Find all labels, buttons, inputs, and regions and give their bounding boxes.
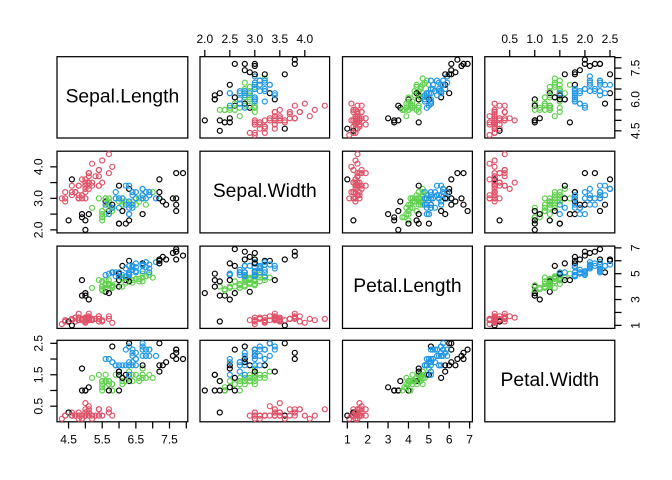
svg-text:5.5: 5.5 <box>94 432 111 446</box>
svg-text:0.5: 0.5 <box>501 32 518 46</box>
svg-text:3.0: 3.0 <box>246 32 263 46</box>
svg-text:3: 3 <box>385 432 392 446</box>
svg-text:4.5: 4.5 <box>628 122 642 139</box>
svg-text:2.0: 2.0 <box>31 221 45 238</box>
svg-text:1.5: 1.5 <box>551 32 568 46</box>
svg-text:1.5: 1.5 <box>31 366 45 383</box>
svg-text:2.5: 2.5 <box>31 335 45 352</box>
svg-text:1: 1 <box>344 432 351 446</box>
svg-text:Petal.Width: Petal.Width <box>501 370 600 391</box>
svg-text:5: 5 <box>426 432 433 446</box>
svg-text:7: 7 <box>466 432 473 446</box>
svg-text:3.5: 3.5 <box>271 32 288 46</box>
svg-text:3.0: 3.0 <box>31 190 45 207</box>
svg-text:3: 3 <box>628 296 642 303</box>
svg-text:2.0: 2.0 <box>577 32 594 46</box>
svg-text:7: 7 <box>628 244 642 251</box>
svg-text:6: 6 <box>446 432 453 446</box>
svg-text:5: 5 <box>628 270 642 277</box>
svg-text:4.0: 4.0 <box>31 158 45 175</box>
svg-text:2: 2 <box>364 432 371 446</box>
svg-text:2.0: 2.0 <box>196 32 213 46</box>
svg-text:0.5: 0.5 <box>31 398 45 415</box>
svg-text:2.5: 2.5 <box>221 32 238 46</box>
svg-text:2.5: 2.5 <box>602 32 619 46</box>
svg-text:6.0: 6.0 <box>628 91 642 108</box>
svg-text:Sepal.Width: Sepal.Width <box>213 181 317 202</box>
svg-text:6.5: 6.5 <box>128 432 145 446</box>
svg-text:4.0: 4.0 <box>296 32 313 46</box>
svg-text:1: 1 <box>628 322 642 329</box>
svg-text:1.0: 1.0 <box>526 32 543 46</box>
svg-text:Petal.Length: Petal.Length <box>353 276 461 297</box>
svg-text:4.5: 4.5 <box>60 432 77 446</box>
svg-text:Sepal.Length: Sepal.Length <box>66 86 180 107</box>
svg-text:7.5: 7.5 <box>161 432 178 446</box>
svg-text:7.5: 7.5 <box>628 59 642 76</box>
svg-text:4: 4 <box>405 432 412 446</box>
